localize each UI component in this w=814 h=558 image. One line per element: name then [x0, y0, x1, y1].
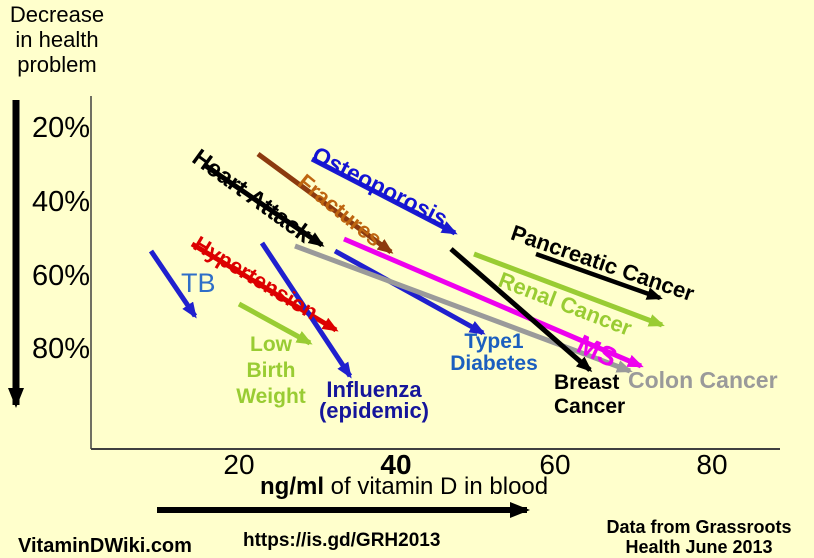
low-birth-weight-label-line-1: Low: [250, 333, 292, 356]
osteoporosis-arrow: [310, 156, 458, 236]
influenza-epidemic-label-line-2: (epidemic): [318, 398, 430, 423]
x-tick-80: 80: [696, 449, 728, 480]
colon-cancer-label: Colon Cancer: [628, 367, 778, 393]
pancreatic-cancer-arrow: [535, 251, 663, 301]
y-tick-20: 20%: [31, 112, 90, 144]
colon-cancer-arrow: [294, 243, 633, 374]
x-tick-20: 20: [223, 449, 255, 480]
y-tick-40: 40%: [31, 186, 90, 218]
tb-arrow: [148, 249, 198, 319]
x-axis-title-unit: ng/ml: [260, 473, 324, 500]
type1-diabetes-label-line-1: Type1: [464, 330, 524, 353]
low-birth-weight-arrow: [237, 301, 313, 346]
ms-arrow: [343, 236, 644, 369]
data-credit: Data from Grassroots Health June 2013: [599, 517, 799, 557]
breast-cancer-arrow: [449, 247, 593, 372]
fractures-arrow: [256, 151, 394, 255]
site-name: VitaminDWiki.com: [18, 535, 192, 557]
data-credit-line-1: Data from Grassroots: [606, 517, 792, 537]
type1-diabetes-label-line-2: Diabetes: [450, 352, 538, 375]
influenza-epidemic-label-line-1: Influenza: [326, 377, 422, 402]
heart-attack-arrow: [204, 163, 325, 248]
breast-cancer-label-line-2: Cancer: [554, 395, 626, 418]
x-tick-60: 60: [539, 449, 571, 480]
breast-cancer-label: Breast Cancer: [554, 371, 625, 419]
x-axis-title: ng/ml of vitamin D in blood: [260, 473, 548, 501]
y-tick-60: 60%: [31, 260, 90, 292]
page-title-line-1: Decrease: [9, 2, 105, 27]
tb-label: TB: [181, 268, 216, 298]
low-birth-weight-label: Low Birth Weight: [171, 332, 371, 410]
influenza-epidemic-arrow: [259, 241, 353, 379]
renal-cancer-arrow: [473, 251, 665, 328]
data-credit-line-2: Health June 2013: [625, 537, 773, 557]
low-birth-weight-label-line-2: Birth: [246, 359, 296, 382]
x-tick-40: 40: [380, 449, 412, 480]
low-birth-weight-label-line-3: Weight: [236, 385, 306, 408]
type1-diabetes-arrow: [333, 248, 486, 336]
influenza-epidemic-label: Influenza (epidemic): [274, 377, 474, 423]
breast-cancer-label-line-1: Breast: [554, 371, 620, 394]
type1-diabetes-label: Type1 Diabetes: [394, 331, 594, 375]
y-tick-80: 80%: [31, 333, 90, 365]
page-title-line-2: in health: [15, 27, 99, 52]
x-axis-title-rest: of vitamin D in blood: [324, 473, 549, 500]
page-title: Decrease in health problem: [6, 2, 108, 77]
page-title-line-3: problem: [17, 52, 97, 77]
short-url: https://is.gd/GRH2013: [243, 530, 441, 551]
